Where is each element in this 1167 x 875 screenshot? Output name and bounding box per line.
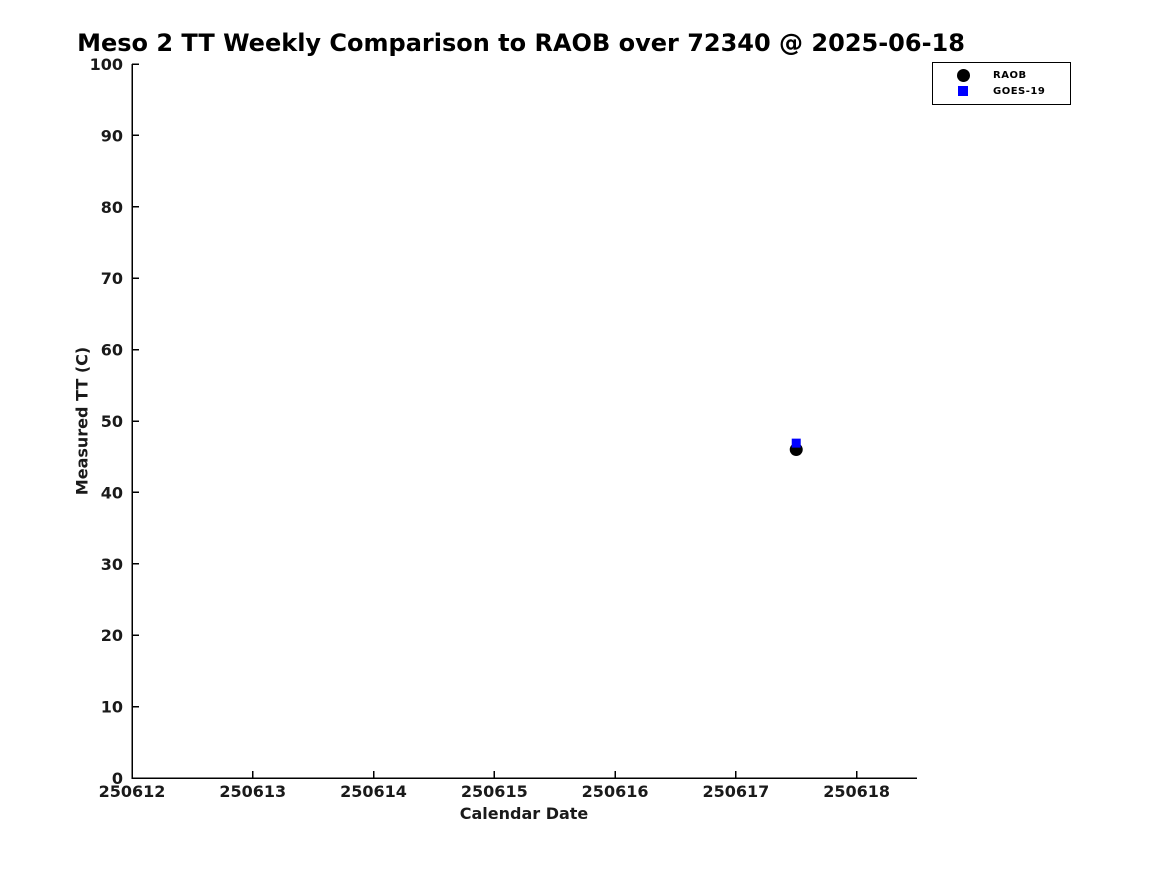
y-tick-label: 30 <box>101 555 123 574</box>
data-point-goes-19 <box>791 438 801 448</box>
x-tick-label: 250613 <box>219 782 286 801</box>
y-tick-label: 40 <box>101 483 123 502</box>
y-tick-label: 70 <box>101 269 123 288</box>
goes19-square-marker-icon <box>958 86 968 96</box>
legend-label-raob: RAOB <box>993 69 1027 81</box>
x-tick-label: 250614 <box>340 782 407 801</box>
legend-marker-wrap <box>933 68 993 82</box>
y-axis-label: Measured TT (C) <box>72 346 92 496</box>
y-tick-label: 20 <box>101 626 123 645</box>
y-tick-label: 10 <box>101 698 123 717</box>
legend: RAOB GOES-19 <box>932 62 1071 105</box>
legend-item-raob: RAOB <box>933 67 1070 83</box>
x-tick-label: 250612 <box>99 782 166 801</box>
y-tick-label: 100 <box>90 55 123 74</box>
y-tick-label: 50 <box>101 412 123 431</box>
y-tick-label: 80 <box>101 198 123 217</box>
legend-marker-wrap <box>933 86 993 96</box>
y-tick-label: 90 <box>101 126 123 145</box>
legend-item-goes19: GOES-19 <box>933 83 1070 99</box>
x-tick-label: 250615 <box>461 782 528 801</box>
x-tick-label: 250618 <box>823 782 890 801</box>
x-tick-label: 250616 <box>582 782 649 801</box>
x-axis-label: Calendar Date <box>459 804 589 823</box>
legend-label-goes19: GOES-19 <box>993 85 1046 97</box>
chart-title: Meso 2 TT Weekly Comparison to RAOB over… <box>77 29 965 57</box>
axis-spines <box>131 64 917 779</box>
raob-circle-marker-icon <box>956 68 970 82</box>
y-tick-label: 60 <box>101 341 123 360</box>
y-tick-label: 0 <box>112 769 123 788</box>
x-tick-label: 250617 <box>702 782 769 801</box>
